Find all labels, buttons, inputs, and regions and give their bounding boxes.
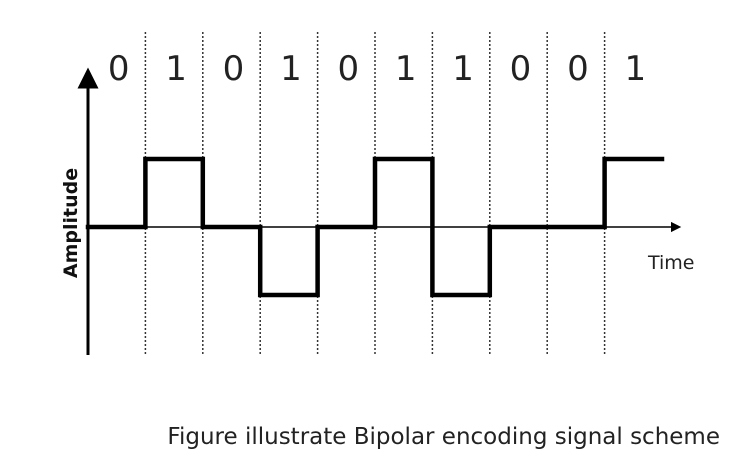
bit-label: 0 [510, 49, 532, 89]
bit-label: 0 [337, 49, 359, 89]
bit-label: 1 [280, 49, 302, 89]
figure-caption: Figure illustrate Bipolar encoding signa… [167, 424, 720, 450]
amplitude-axis-label: Amplitude [60, 168, 82, 278]
bipolar-signal-waveform [85, 156, 665, 298]
time-axis-label: Time [647, 252, 695, 274]
bit-label: 1 [624, 49, 646, 89]
bit-label: 1 [395, 49, 417, 89]
bit-label: 0 [108, 49, 130, 89]
bit-label: 0 [567, 49, 589, 89]
bit-label: 1 [165, 49, 187, 89]
bit-label: 1 [452, 49, 474, 89]
bit-label: 0 [223, 49, 245, 89]
